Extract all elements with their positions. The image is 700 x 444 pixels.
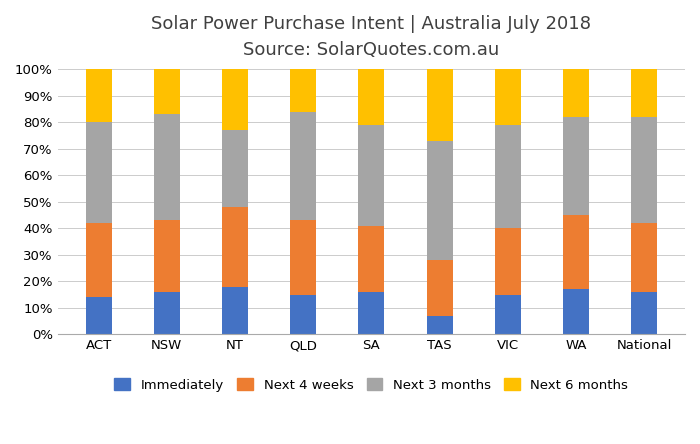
Bar — [222, 207, 248, 287]
Bar — [154, 292, 180, 334]
Bar — [563, 69, 589, 117]
Legend: Immediately, Next 4 weeks, Next 3 months, Next 6 months: Immediately, Next 4 weeks, Next 3 months… — [114, 378, 629, 392]
Bar — [358, 125, 384, 226]
Bar — [563, 289, 589, 334]
Bar — [222, 69, 248, 130]
Bar — [631, 292, 657, 334]
Bar — [290, 220, 316, 295]
Bar — [631, 69, 657, 117]
Bar — [358, 226, 384, 292]
Bar — [426, 260, 452, 316]
Bar — [290, 112, 316, 220]
Bar — [563, 117, 589, 215]
Bar — [495, 228, 521, 295]
Bar — [631, 223, 657, 292]
Bar — [358, 292, 384, 334]
Title: Solar Power Purchase Intent | Australia July 2018
Source: SolarQuotes.com.au: Solar Power Purchase Intent | Australia … — [151, 15, 592, 59]
Bar — [290, 295, 316, 334]
Bar — [154, 115, 180, 220]
Bar — [563, 215, 589, 289]
Bar — [426, 69, 452, 141]
Bar — [222, 287, 248, 334]
Bar — [85, 69, 111, 123]
Bar — [290, 69, 316, 112]
Bar — [358, 69, 384, 125]
Bar — [154, 69, 180, 115]
Bar — [426, 316, 452, 334]
Bar — [85, 123, 111, 223]
Bar — [495, 125, 521, 228]
Bar — [85, 297, 111, 334]
Bar — [222, 130, 248, 207]
Bar — [154, 220, 180, 292]
Bar — [426, 141, 452, 260]
Bar — [495, 295, 521, 334]
Bar — [85, 223, 111, 297]
Bar — [495, 69, 521, 125]
Bar — [631, 117, 657, 223]
